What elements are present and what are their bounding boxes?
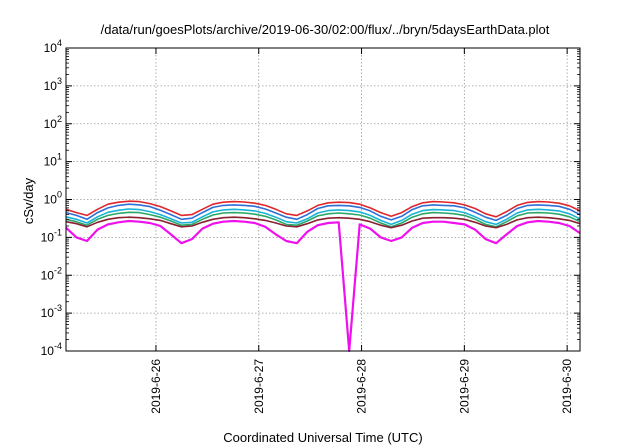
x-axis-ticks: 2019-6-26 2019-6-27 2019-6-28 2019-6-29 2019…: [149, 48, 574, 414]
y-axis-label: cSv/day: [21, 177, 36, 224]
y-tick-label: 101: [44, 152, 62, 169]
y-tick-label: 10-1: [41, 227, 62, 244]
x-tick-label: 2019-6-26: [149, 359, 163, 414]
y-tick-label: 104: [44, 38, 62, 55]
y-tick-label: 102: [44, 114, 62, 131]
chart-title: /data/run/goesPlots/archive/2019-06-30/0…: [101, 22, 550, 37]
series-line-4: [65, 211, 581, 228]
series-line-1: [65, 200, 581, 218]
y-tick-label: 10-2: [41, 265, 62, 282]
series-line-5: [65, 216, 581, 229]
series-line-3: [65, 208, 581, 226]
series-line-2: [65, 203, 581, 222]
x-tick-label: 2019-6-29: [457, 359, 471, 414]
y-axis-ticks: 10-4 10-3 10-2 10-1 100 101 102 103 104: [41, 38, 580, 358]
y-tick-label: 103: [44, 76, 62, 93]
x-tick-label: 2019-6-27: [252, 359, 266, 414]
x-tick-label: 2019-6-30: [560, 359, 574, 414]
x-tick-label: 2019-6-28: [355, 359, 369, 414]
series-line-6: [65, 219, 581, 353]
x-axis-label: Coordinated Universal Time (UTC): [223, 430, 422, 445]
y-tick-label: 10-3: [41, 303, 62, 320]
series-layer: [65, 200, 581, 353]
y-tick-label: 10-4: [41, 341, 62, 358]
y-tick-label: 100: [44, 190, 62, 207]
grid: [66, 48, 580, 351]
